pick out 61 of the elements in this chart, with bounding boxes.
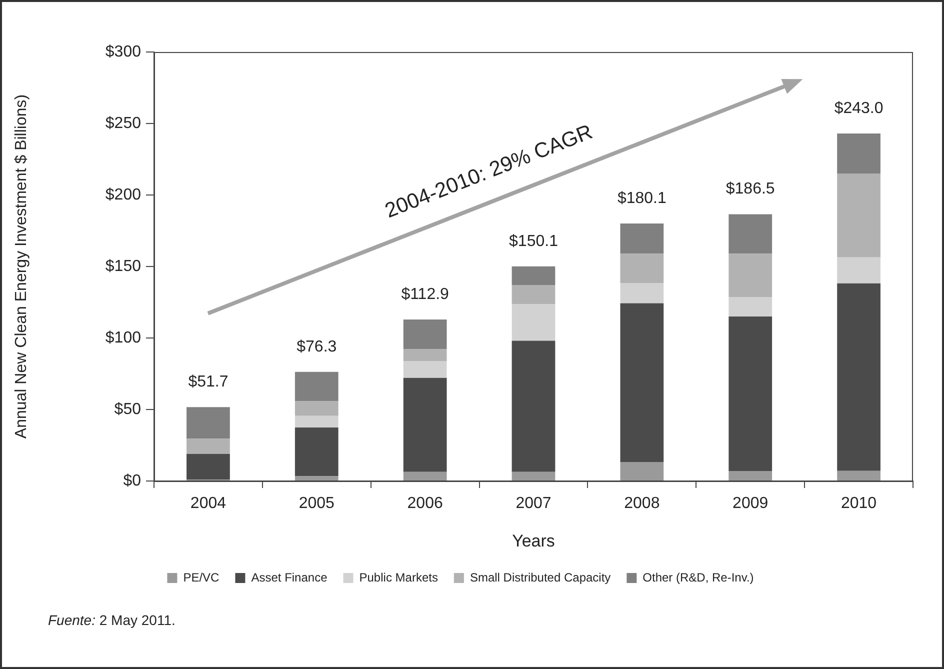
bar — [512, 472, 556, 480]
x-tick-label: 2005 — [298, 495, 335, 512]
bar — [728, 254, 772, 297]
bar — [186, 438, 230, 454]
y-tick-label: $200 — [105, 186, 142, 204]
y-tick-label: $250 — [105, 114, 142, 132]
y-tick-label: $0 — [123, 472, 142, 490]
bar — [403, 349, 447, 362]
bar — [728, 296, 772, 317]
bar — [512, 340, 556, 472]
total-label: $186.5 — [726, 180, 775, 198]
bar — [294, 416, 338, 428]
bar — [403, 472, 447, 480]
legend-label: Small Distributed Capacity — [470, 570, 611, 584]
x-tick-label: 2007 — [516, 495, 552, 512]
y-axis-title: Annual New Clean Energy Investment $ Billions) — [13, 94, 30, 439]
bar — [620, 223, 664, 254]
x-tick-label: 2004 — [190, 495, 226, 512]
source-note: Fuente: 2 May 2011. — [48, 612, 176, 628]
total-label: $150.1 — [509, 232, 558, 250]
y-tick-label: $100 — [105, 329, 142, 346]
total-label: $51.7 — [188, 373, 228, 390]
x-tick-label: 2010 — [840, 495, 877, 512]
bar — [403, 320, 447, 350]
bar — [728, 316, 772, 471]
bar — [294, 401, 338, 416]
x-tick-label: 2008 — [624, 495, 660, 512]
legend-label: PE/VC — [183, 570, 220, 584]
bar — [620, 303, 664, 462]
bar — [403, 361, 447, 378]
bar — [837, 257, 880, 284]
bar — [837, 134, 880, 174]
total-label: $243.0 — [834, 100, 884, 117]
bar — [403, 378, 447, 472]
bar — [620, 283, 664, 304]
total-label: $180.1 — [617, 190, 666, 207]
bar — [512, 284, 556, 304]
y-tick-label: $150 — [105, 258, 142, 275]
legend-label: Asset Finance — [251, 570, 328, 584]
bar — [294, 372, 338, 402]
y-tick-label: $300 — [105, 43, 142, 60]
bar — [837, 283, 880, 471]
bar — [728, 214, 772, 254]
legend-label: Public Markets — [359, 570, 438, 584]
bar — [294, 428, 338, 476]
bar — [512, 304, 556, 341]
bar — [186, 407, 230, 439]
y-tick-label: $50 — [114, 400, 142, 418]
x-axis-title: Years — [512, 531, 555, 550]
bar — [512, 266, 556, 285]
bar — [620, 254, 664, 284]
bar — [294, 476, 338, 480]
bar — [620, 462, 664, 480]
bar — [837, 174, 880, 258]
x-tick-label: 2006 — [407, 495, 443, 512]
bar — [837, 470, 880, 480]
x-tick-label: 2009 — [732, 495, 768, 512]
bar — [728, 470, 772, 480]
total-label: $76.3 — [296, 338, 337, 356]
total-label: $112.9 — [401, 286, 450, 303]
legend-label: Other (R&D, Re-Inv.) — [642, 570, 754, 584]
